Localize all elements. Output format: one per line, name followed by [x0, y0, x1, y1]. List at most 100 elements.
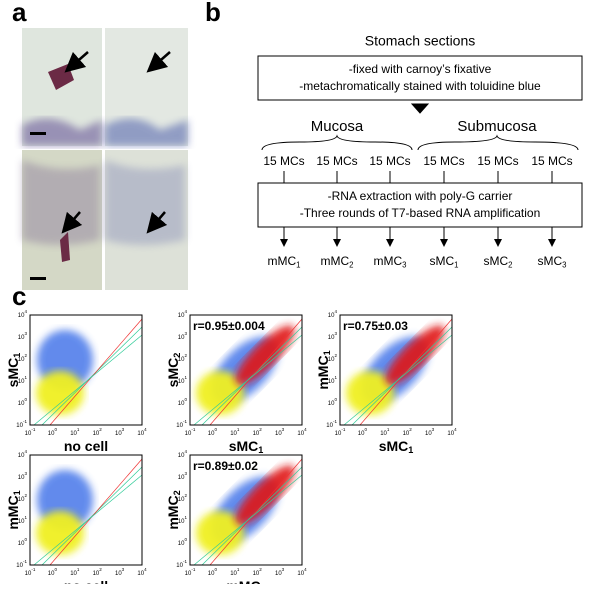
tick-label: 104: [297, 427, 307, 436]
label-sub: 2: [349, 261, 353, 270]
tick-label: 100: [208, 567, 218, 576]
tick-label: 104: [328, 309, 338, 318]
tick-label: 104: [178, 309, 188, 318]
tick-exp: 1: [387, 427, 390, 432]
tick-exp: 4: [24, 449, 27, 454]
tick-exp: 2: [99, 427, 102, 432]
tick-base: 10: [18, 497, 25, 503]
label-sub: 1: [13, 490, 23, 495]
diagonal: [41, 326, 143, 426]
tick-label: 101: [18, 515, 28, 524]
tick-base: 10: [328, 401, 335, 407]
label: mMC1: [5, 490, 23, 529]
tick-base: 10: [178, 401, 185, 407]
tick-label: 104: [447, 427, 457, 436]
label: mMC1: [267, 254, 300, 269]
tick-exp: -1: [31, 567, 35, 572]
scatter-plot: 10-110-1100100101101102102103103104104sM…: [165, 309, 307, 455]
panel-label: a: [12, 0, 27, 27]
correlation: r=0.95±0.004: [193, 319, 265, 333]
label: no cell: [64, 438, 108, 454]
tick-exp: 4: [24, 309, 27, 314]
label-base: mMC: [226, 578, 260, 584]
label-sub: 1: [408, 446, 413, 456]
label: mMC2: [165, 490, 183, 529]
tick-exp: 3: [24, 471, 27, 476]
tick-exp: 0: [184, 537, 187, 542]
label-base: sMC: [537, 254, 562, 268]
tick-label: 101: [230, 567, 240, 576]
tick-base: 10: [18, 335, 25, 341]
tick-label: 100: [18, 537, 28, 546]
point-cloud: [235, 325, 295, 385]
label-base: mMC: [315, 355, 331, 389]
label-sub: 1: [258, 446, 263, 456]
label-sub: 1: [13, 353, 23, 358]
tick-exp: 4: [184, 449, 187, 454]
tick-exp: 3: [184, 471, 187, 476]
tick-label: 103: [115, 427, 125, 436]
tick-base: 10: [93, 571, 100, 577]
diagonal: [33, 474, 143, 566]
tick-base: 10: [335, 431, 342, 437]
tick-exp: -1: [183, 559, 187, 564]
tick-label: 101: [70, 567, 80, 576]
tick-exp: 4: [304, 427, 307, 432]
tick-base: 10: [70, 571, 77, 577]
tick-exp: 2: [99, 567, 102, 572]
tick-base: 10: [185, 571, 192, 577]
diagonal: [201, 326, 303, 426]
tick-label: 102: [253, 427, 263, 436]
label-sub: 2: [508, 261, 512, 270]
label: mMC1: [315, 350, 333, 389]
pool: 15 MCs: [531, 154, 572, 168]
tick-base: 10: [178, 379, 185, 385]
tick-exp: 2: [409, 427, 412, 432]
tick-exp: 2: [24, 353, 27, 358]
tick-exp: 4: [144, 427, 147, 432]
tick-exp: 1: [184, 515, 187, 520]
tick-base: 10: [328, 379, 335, 385]
tick-label: 100: [48, 567, 58, 576]
step-text: -metachromatically stained with toluidin…: [299, 79, 541, 93]
tick-label: 101: [178, 375, 188, 384]
label: sMC1: [379, 438, 414, 456]
tick-base: 10: [176, 423, 183, 429]
label-base: mMC: [5, 495, 21, 529]
tick-exp: 0: [54, 427, 57, 432]
tick-base: 10: [137, 571, 144, 577]
point-cloud: [196, 511, 244, 555]
tick-label: 10-1: [16, 419, 27, 428]
tick-exp: 2: [184, 353, 187, 358]
tick-exp: 3: [282, 567, 285, 572]
tick-base: 10: [115, 571, 122, 577]
tick-label: 104: [137, 567, 147, 576]
tick-label: 102: [18, 353, 28, 362]
tick-exp: 4: [304, 567, 307, 572]
tick-label: 101: [70, 427, 80, 436]
diagonal: [41, 466, 143, 566]
tick-label: 101: [18, 375, 28, 384]
tick-label: 103: [115, 567, 125, 576]
label-base: mMC: [165, 495, 181, 529]
tick-label: 100: [328, 397, 338, 406]
diagonal: [351, 326, 453, 426]
tick-exp: -1: [23, 559, 27, 564]
tick-base: 10: [18, 519, 25, 525]
scatter-plot: 10-110-1100100101101102102103103104104no…: [5, 449, 147, 589]
tick-base: 10: [16, 563, 23, 569]
label-base: sMC: [229, 438, 259, 454]
tick-exp: 2: [259, 567, 262, 572]
tick-label: 102: [178, 353, 188, 362]
label-base: sMC: [429, 254, 454, 268]
tick-exp: 1: [237, 567, 240, 572]
diagonal: [201, 466, 303, 566]
plot-frame: [189, 454, 303, 566]
tick-base: 10: [358, 431, 365, 437]
tick-exp: -1: [333, 419, 337, 424]
tick-label: 101: [380, 427, 390, 436]
tick-exp: -1: [23, 419, 27, 424]
label: mMC3: [373, 254, 406, 269]
tick-label: 101: [328, 375, 338, 384]
